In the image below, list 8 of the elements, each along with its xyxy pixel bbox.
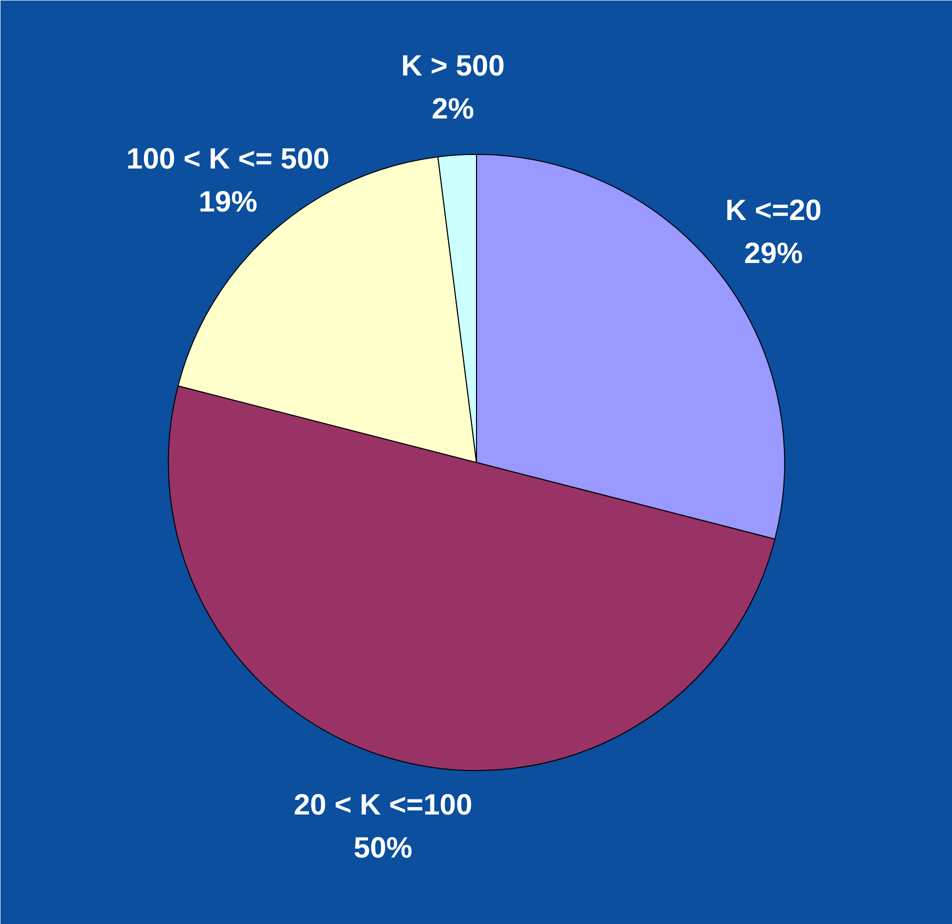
slice-label: 100 < K <= 500: [126, 142, 330, 176]
slice-label: 20 < K <=100: [294, 788, 472, 822]
slice-label: K > 500: [401, 50, 505, 83]
data-label: 2%: [432, 92, 474, 126]
data-label: 19%: [198, 186, 258, 219]
slice-label: K <=20: [725, 194, 822, 228]
data-label: 29%: [744, 237, 803, 270]
data-label: 50%: [354, 831, 412, 864]
